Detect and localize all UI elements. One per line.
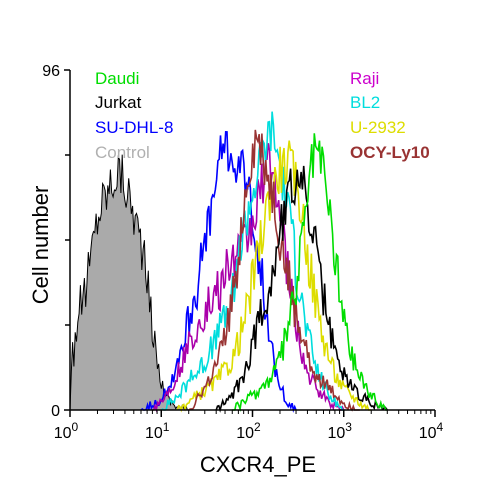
legend-left: Daudi Jurkat SU-DHL-8 Control (95, 69, 173, 162)
x-tick-label: 104 (419, 420, 444, 442)
legend-label-su-dhl-8: SU-DHL-8 (95, 118, 173, 137)
x-axis-title: CXCR4_PE (200, 452, 316, 477)
x-tick-exponent: 0 (72, 420, 79, 434)
legend-label-daudi: Daudi (95, 69, 139, 88)
series-line-raji (152, 143, 345, 413)
series-line-jurkat (215, 165, 388, 413)
legend-label-bl2: BL2 (350, 93, 380, 112)
legend-label-raji: Raji (350, 69, 379, 88)
legend-label-u-2932: U-2932 (350, 118, 406, 137)
legend-label-jurkat: Jurkat (95, 93, 142, 112)
legend-label-control: Control (95, 143, 150, 162)
series-line-ocy-ly10 (188, 129, 360, 412)
series-line-daudi (232, 133, 388, 412)
x-tick-exponent: 4 (437, 420, 444, 434)
series-line-bl2 (160, 111, 344, 411)
x-tick-label: 100 (54, 420, 79, 442)
y-tick-label: 96 (42, 63, 60, 80)
x-tick-label: 103 (328, 420, 353, 442)
x-tick-exponent: 2 (254, 420, 261, 434)
x-tick-exponent: 3 (345, 420, 352, 434)
legend-label-ocy-ly10: OCY-Ly10 (350, 143, 430, 162)
x-tick-label: 102 (236, 420, 261, 442)
x-tick-label: 101 (145, 420, 170, 442)
series-line-control (69, 154, 189, 411)
x-tick-exponent: 1 (163, 420, 170, 434)
series-fill-control (70, 154, 189, 410)
legend-right: Raji BL2 U-2932 OCY-Ly10 (350, 69, 430, 162)
y-axis-title: Cell number (28, 186, 53, 305)
y-tick-label: 0 (51, 403, 60, 420)
